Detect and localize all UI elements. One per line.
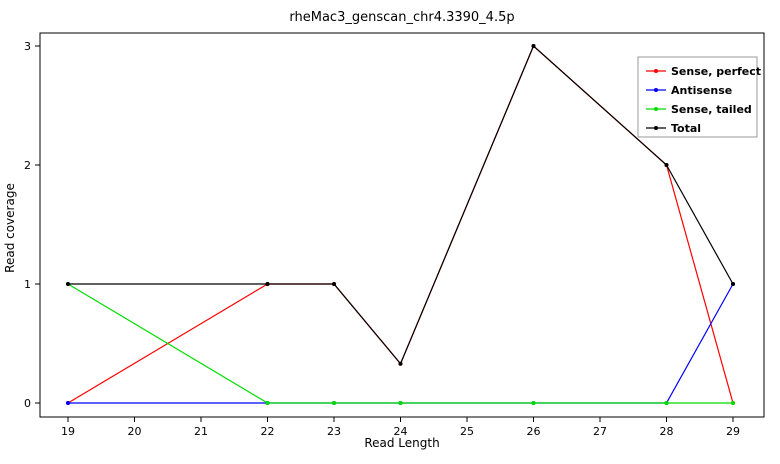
series-point-total bbox=[66, 282, 70, 286]
y-tick-label: 0 bbox=[24, 397, 31, 410]
plot-frame bbox=[39, 32, 765, 418]
series-point-total bbox=[731, 282, 735, 286]
x-tick-label: 21 bbox=[194, 425, 208, 438]
legend-marker-total bbox=[654, 126, 658, 130]
x-tick-label: 24 bbox=[394, 425, 408, 438]
series-point-sense-tailed bbox=[265, 401, 270, 405]
x-tick-label: 20 bbox=[128, 425, 142, 438]
series-point-total bbox=[664, 163, 669, 167]
legend-label-sense-perfect: Sense, perfect bbox=[671, 65, 761, 78]
series-line-sense-perfect bbox=[67, 44, 734, 404]
series-point-sense-tailed bbox=[332, 401, 336, 405]
y-tick-label: 1 bbox=[24, 278, 31, 291]
chart-title: rheMac3_genscan_chr4.3390_4.5p bbox=[289, 10, 514, 25]
x-tick-label: 27 bbox=[593, 425, 607, 438]
legend-marker-sense-perfect bbox=[654, 69, 658, 73]
series-line-total bbox=[68, 44, 734, 365]
x-tick-label: 28 bbox=[660, 425, 674, 438]
x-tick-label: 22 bbox=[261, 425, 275, 438]
series-point-sense-tailed bbox=[531, 401, 536, 405]
legend-label-sense-tailed: Sense, tailed bbox=[671, 103, 752, 116]
legend-marker-antisense bbox=[654, 88, 658, 92]
series-point-antisense bbox=[66, 401, 70, 405]
y-axis-label: Read coverage bbox=[3, 183, 17, 273]
series-point-total bbox=[531, 44, 536, 48]
legend: Sense, perfect Antisense Sense, tailed Tota… bbox=[637, 56, 761, 138]
y-tick-label: 3 bbox=[24, 40, 31, 53]
series-point-total bbox=[265, 282, 270, 286]
x-tick-label: 19 bbox=[61, 425, 75, 438]
legend-label-antisense: Antisense bbox=[671, 84, 732, 97]
x-tick-label: 26 bbox=[527, 425, 541, 438]
x-tick-label: 25 bbox=[460, 425, 474, 438]
series-point-sense-tailed bbox=[664, 401, 669, 405]
series-line-sense-tailed bbox=[67, 283, 733, 404]
series-point-sense-tailed bbox=[398, 401, 403, 405]
legend-marker-sense-tailed bbox=[654, 107, 658, 111]
x-tick-label: 29 bbox=[726, 425, 740, 438]
series-point-sense-tailed bbox=[731, 401, 735, 405]
x-tick-label: 23 bbox=[327, 425, 341, 438]
x-axis-label: Read Length bbox=[364, 436, 439, 450]
series-point-total bbox=[332, 282, 336, 286]
y-tick-label: 2 bbox=[24, 159, 31, 172]
series-point-total bbox=[398, 361, 403, 366]
legend-label-total: Total bbox=[671, 122, 701, 135]
